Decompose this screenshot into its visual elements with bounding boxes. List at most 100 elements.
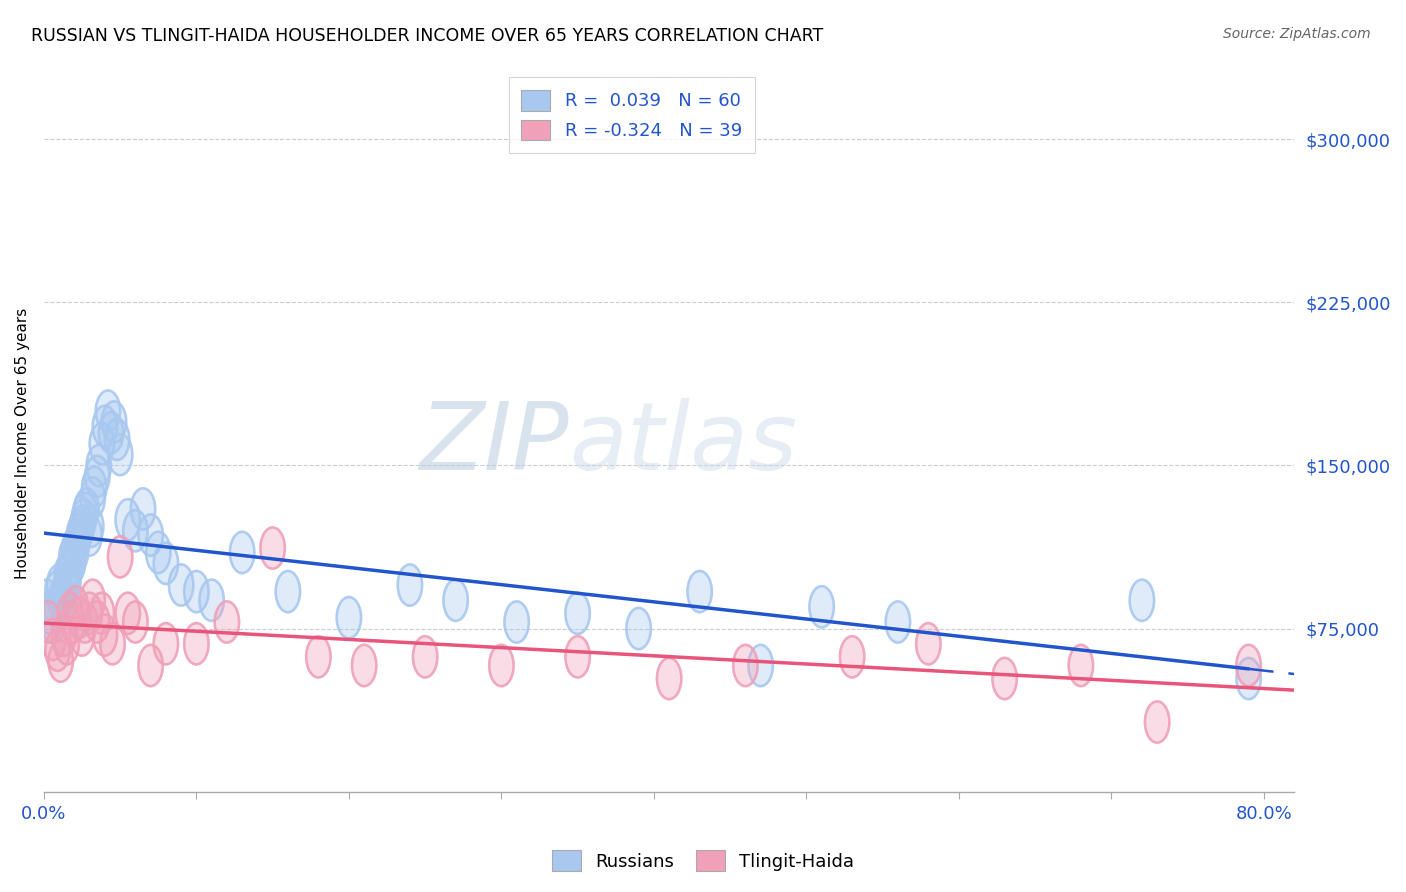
- Ellipse shape: [124, 510, 148, 551]
- Ellipse shape: [45, 571, 70, 612]
- Ellipse shape: [63, 532, 89, 573]
- Text: RUSSIAN VS TLINGIT-HAIDA HOUSEHOLDER INCOME OVER 65 YEARS CORRELATION CHART: RUSSIAN VS TLINGIT-HAIDA HOUSEHOLDER INC…: [31, 27, 823, 45]
- Ellipse shape: [41, 619, 65, 660]
- Ellipse shape: [52, 582, 76, 624]
- Ellipse shape: [100, 624, 125, 665]
- Ellipse shape: [56, 562, 80, 604]
- Ellipse shape: [993, 658, 1017, 699]
- Ellipse shape: [52, 615, 76, 656]
- Ellipse shape: [51, 575, 75, 616]
- Ellipse shape: [748, 645, 773, 686]
- Ellipse shape: [839, 636, 865, 677]
- Ellipse shape: [200, 580, 224, 621]
- Ellipse shape: [108, 536, 132, 577]
- Ellipse shape: [44, 586, 69, 627]
- Text: atlas: atlas: [569, 398, 797, 489]
- Ellipse shape: [70, 615, 94, 656]
- Ellipse shape: [146, 532, 170, 573]
- Ellipse shape: [77, 515, 101, 556]
- Ellipse shape: [124, 601, 148, 642]
- Ellipse shape: [443, 580, 468, 621]
- Ellipse shape: [105, 418, 129, 460]
- Ellipse shape: [86, 601, 110, 642]
- Ellipse shape: [79, 506, 104, 547]
- Ellipse shape: [917, 624, 941, 665]
- Ellipse shape: [138, 645, 163, 686]
- Ellipse shape: [96, 391, 120, 432]
- Ellipse shape: [627, 607, 651, 649]
- Ellipse shape: [62, 527, 87, 569]
- Ellipse shape: [90, 423, 114, 465]
- Ellipse shape: [86, 456, 110, 497]
- Ellipse shape: [131, 488, 155, 530]
- Ellipse shape: [69, 510, 93, 551]
- Ellipse shape: [59, 536, 83, 577]
- Ellipse shape: [138, 515, 163, 556]
- Ellipse shape: [98, 412, 124, 453]
- Ellipse shape: [93, 406, 117, 447]
- Ellipse shape: [505, 601, 529, 642]
- Ellipse shape: [1236, 658, 1261, 699]
- Ellipse shape: [352, 645, 377, 686]
- Legend: R =  0.039   N = 60, R = -0.324   N = 39: R = 0.039 N = 60, R = -0.324 N = 39: [509, 77, 755, 153]
- Ellipse shape: [733, 645, 758, 686]
- Ellipse shape: [48, 580, 73, 621]
- Ellipse shape: [688, 571, 711, 612]
- Ellipse shape: [80, 580, 105, 621]
- Ellipse shape: [307, 636, 330, 677]
- Ellipse shape: [58, 592, 82, 634]
- Ellipse shape: [93, 615, 117, 656]
- Ellipse shape: [66, 597, 91, 639]
- Ellipse shape: [231, 532, 254, 573]
- Ellipse shape: [45, 630, 70, 671]
- Ellipse shape: [90, 592, 114, 634]
- Ellipse shape: [115, 592, 141, 634]
- Ellipse shape: [60, 542, 86, 584]
- Ellipse shape: [80, 477, 105, 519]
- Ellipse shape: [215, 601, 239, 642]
- Ellipse shape: [66, 515, 91, 556]
- Ellipse shape: [65, 521, 90, 562]
- Y-axis label: Householder Income Over 65 years: Householder Income Over 65 years: [15, 308, 30, 580]
- Ellipse shape: [55, 624, 79, 665]
- Ellipse shape: [169, 565, 194, 606]
- Ellipse shape: [184, 571, 208, 612]
- Legend: Russians, Tlingit-Haida: Russians, Tlingit-Haida: [544, 843, 862, 879]
- Ellipse shape: [58, 549, 82, 591]
- Ellipse shape: [657, 658, 682, 699]
- Ellipse shape: [53, 569, 77, 610]
- Ellipse shape: [115, 500, 141, 541]
- Ellipse shape: [87, 445, 111, 486]
- Ellipse shape: [82, 467, 107, 508]
- Ellipse shape: [37, 601, 60, 642]
- Ellipse shape: [260, 527, 285, 569]
- Ellipse shape: [41, 601, 65, 642]
- Ellipse shape: [77, 592, 101, 634]
- Ellipse shape: [55, 554, 79, 595]
- Ellipse shape: [565, 592, 591, 634]
- Ellipse shape: [886, 601, 910, 642]
- Ellipse shape: [73, 601, 97, 642]
- Ellipse shape: [153, 542, 179, 584]
- Ellipse shape: [72, 500, 96, 541]
- Ellipse shape: [810, 586, 834, 627]
- Ellipse shape: [184, 624, 208, 665]
- Ellipse shape: [276, 571, 299, 612]
- Ellipse shape: [38, 592, 62, 634]
- Ellipse shape: [63, 586, 89, 627]
- Ellipse shape: [336, 597, 361, 639]
- Ellipse shape: [1144, 701, 1170, 743]
- Ellipse shape: [75, 488, 98, 530]
- Ellipse shape: [46, 565, 72, 606]
- Ellipse shape: [489, 645, 513, 686]
- Ellipse shape: [153, 624, 179, 665]
- Ellipse shape: [565, 636, 591, 677]
- Text: ZIP: ZIP: [419, 398, 569, 489]
- Ellipse shape: [60, 601, 86, 642]
- Ellipse shape: [48, 640, 73, 681]
- Ellipse shape: [1129, 580, 1154, 621]
- Ellipse shape: [413, 636, 437, 677]
- Ellipse shape: [35, 580, 59, 621]
- Ellipse shape: [1069, 645, 1092, 686]
- Ellipse shape: [73, 492, 97, 534]
